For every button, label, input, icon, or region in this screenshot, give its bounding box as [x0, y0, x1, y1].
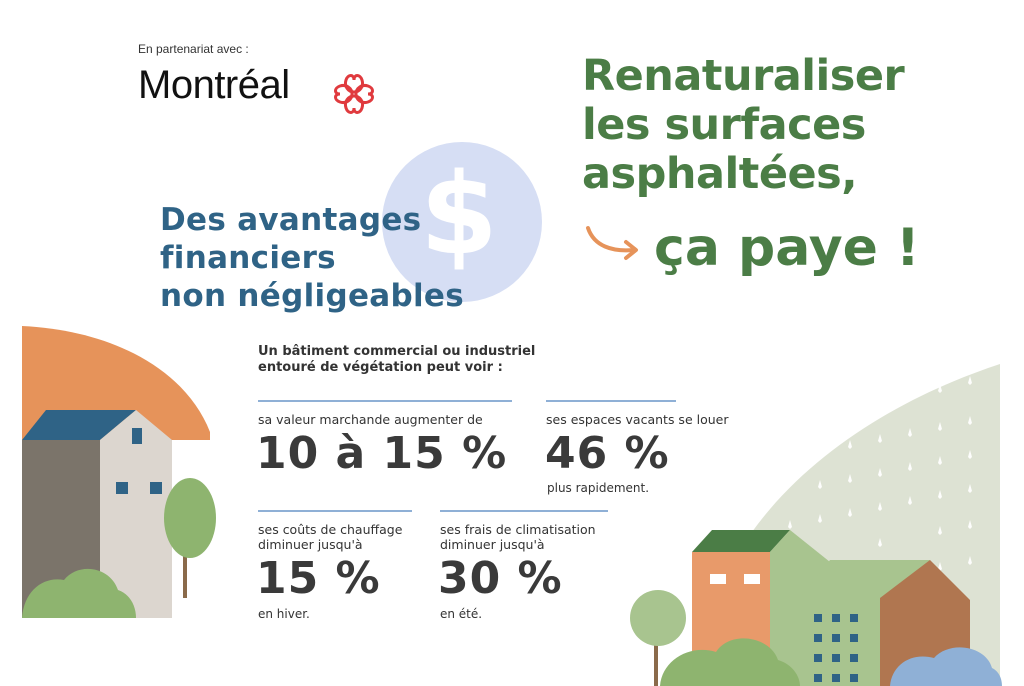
- subtitle-line: financiers: [160, 240, 336, 276]
- stat-label-line: ses coûts de chauffage: [258, 522, 403, 537]
- main-title-line: asphaltées,: [582, 149, 858, 199]
- subtitle-line: non négligeables: [160, 278, 464, 314]
- right-bush: [660, 638, 800, 686]
- right-tree-illustration: [630, 590, 686, 686]
- right-buildings-illustration: [692, 530, 1002, 686]
- intro-line: entouré de végétation peut voir :: [258, 360, 503, 375]
- montreal-rosette-icon: [334, 74, 374, 114]
- stat-label-line: diminuer jusqu'à: [258, 537, 363, 552]
- left-tree-illustration: [164, 478, 216, 598]
- stat-value: 10 à 15 %: [256, 428, 508, 479]
- stat-value: 30 %: [438, 553, 563, 604]
- stat-label-line: diminuer jusqu'à: [440, 537, 545, 552]
- partner-label: En partenariat avec :: [138, 42, 249, 56]
- curved-arrow-icon: [586, 226, 638, 260]
- subtitle-line: Des avantages: [160, 202, 422, 238]
- dollar-icon: $: [420, 150, 498, 280]
- coin-circle: [382, 142, 542, 302]
- stat-label: ses coûts de chauffage diminuer jusqu'à: [258, 522, 402, 552]
- stat-note: plus rapidement.: [547, 481, 650, 495]
- intro-line: Un bâtiment commercial ou industriel: [258, 344, 536, 359]
- stat-divider: [258, 510, 412, 512]
- stat-note: en hiver.: [258, 607, 310, 621]
- stat-value: 15 %: [256, 553, 381, 604]
- left-bush: [22, 568, 136, 618]
- stat-label: sa valeur marchande augmenter de: [258, 412, 483, 427]
- main-title-line: les surfaces: [582, 100, 866, 150]
- main-title-highlight: ça paye !: [654, 218, 920, 278]
- main-title-line: Renaturaliser: [582, 51, 905, 101]
- stat-label-line: ses frais de climatisation: [440, 522, 596, 537]
- stat-label: ses espaces vacants se louer: [546, 412, 729, 427]
- montreal-logo-text: Montréal: [138, 63, 290, 107]
- stat-divider: [546, 400, 676, 402]
- stat-value: 46 %: [545, 428, 670, 479]
- stat-divider: [258, 400, 512, 402]
- subtitle: Des avantages financiers non négligeable…: [160, 201, 464, 315]
- stat-divider: [440, 510, 608, 512]
- stat-note: en été.: [440, 607, 483, 621]
- main-title: Renaturaliser les surfaces asphaltées,: [582, 51, 905, 199]
- stat-label: ses frais de climatisation diminuer jusq…: [440, 522, 596, 552]
- intro-text: Un bâtiment commercial ou industriel ent…: [258, 344, 535, 376]
